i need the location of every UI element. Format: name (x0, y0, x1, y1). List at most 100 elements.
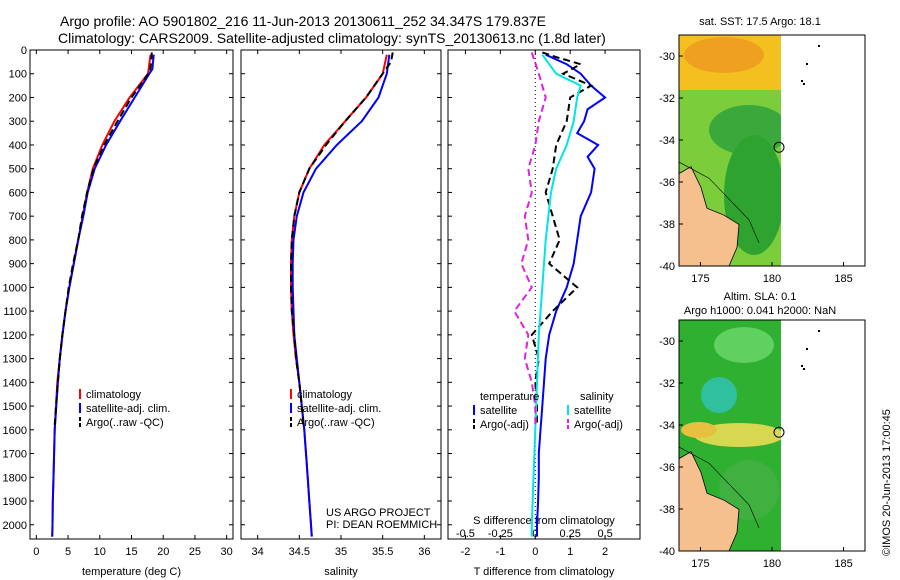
legend-label: Argo(..raw -QC) (86, 417, 164, 429)
map-field (714, 327, 774, 363)
legend-label: Argo(-adj) (480, 419, 529, 431)
x-tick-label: 35.5 (372, 546, 393, 558)
map-island (803, 83, 805, 85)
depth-tick-label: 1100 (3, 306, 27, 318)
series-line-sal_argo (513, 52, 547, 426)
x-tick-label: 5 (65, 546, 71, 558)
map-blank (781, 35, 865, 266)
legend-label: satellite-adj. clim. (297, 403, 381, 415)
map-island (803, 368, 805, 370)
depth-tick-label: 1200 (3, 330, 27, 342)
sla-map-title-2: Argo h1000: 0.041 h2000: NaN (683, 305, 837, 317)
map-x-tick-label: 175 (691, 273, 709, 285)
map-y-tick-label: -38 (659, 504, 675, 516)
x-tick-label: 35 (335, 546, 347, 558)
depth-tick-label: 500 (9, 164, 27, 176)
annotation-text: PI: DEAN ROEMMICH (326, 519, 437, 531)
map-y-tick-label: -30 (659, 336, 675, 348)
depth-tick-label: 200 (9, 92, 27, 104)
map-island (801, 365, 803, 367)
header-line-2: Climatology: CARS2009. Satellite-adjuste… (58, 30, 606, 46)
map-y-tick-label: -32 (659, 378, 675, 390)
legend-label: climatology (297, 389, 353, 401)
depth-tick-label: 1500 (3, 401, 27, 413)
depth-tick-label: 600 (9, 187, 27, 199)
depth-tick-label: 0 (21, 45, 27, 57)
header-line-1: Argo profile: AO 5901802_216 11-Jun-2013… (60, 13, 546, 29)
map-y-tick-label: -40 (659, 261, 675, 273)
map-field (701, 377, 737, 413)
series-line-sal_sat (530, 54, 582, 537)
depth-tick-label: 1300 (3, 354, 27, 366)
legend-title: salinity (580, 391, 614, 403)
x-tick-label: 2 (602, 546, 608, 558)
map-x-tick-label: 175 (691, 558, 709, 570)
x-tick-label: 0 (33, 546, 39, 558)
legend-label: satellite (480, 405, 517, 417)
argo-location-marker (773, 426, 785, 438)
legend-title: temperature (480, 391, 539, 403)
s-tick-label: 0.25 (559, 528, 580, 540)
series-line-argo (290, 52, 394, 426)
x-tick-label: 20 (157, 546, 169, 558)
s-tick-label: 0 (532, 528, 538, 540)
depth-tick-label: 1900 (3, 496, 27, 508)
x-tick-label: 10 (94, 546, 106, 558)
imos-timestamp: ©IMOS 20-Jun-2013 17:00:45 (881, 409, 893, 556)
depth-tick-label: 400 (9, 140, 27, 152)
map-y-tick-label: -30 (659, 51, 675, 63)
map-blank (781, 320, 865, 551)
series-line-sat (291, 54, 391, 537)
depth-tick-label: 300 (9, 116, 27, 128)
x-tick-label: 15 (125, 546, 137, 558)
x-axis-label: salinity (324, 566, 358, 578)
map-island (801, 80, 803, 82)
sst-map-title: sat. SST: 17.5 Argo: 18.1 (699, 16, 821, 28)
plot-frame (29, 49, 234, 540)
depth-tick-label: 1600 (3, 425, 27, 437)
map-field (684, 37, 764, 73)
map-y-tick-label: -36 (659, 462, 675, 474)
legend-label: satellite-adj. clim. (86, 403, 170, 415)
map-y-tick-label: -36 (659, 177, 675, 189)
x-tick-label: 25 (189, 546, 201, 558)
depth-tick-label: 800 (9, 235, 27, 247)
map-y-tick-label: -34 (659, 420, 675, 432)
series-line-sat (536, 53, 607, 537)
map-field (709, 105, 789, 155)
map-island (806, 348, 808, 350)
x-tick-label: 1 (567, 546, 573, 558)
depth-tick-label: 1800 (3, 472, 27, 484)
map-y-tick-label: -38 (659, 219, 675, 231)
x-tick-label: 34 (252, 546, 264, 558)
x-tick-label: 34.5 (289, 546, 310, 558)
series-line-clim (51, 54, 152, 537)
map-island (818, 330, 820, 332)
s-tick-label: -0.5 (456, 528, 475, 540)
map-field (719, 460, 779, 520)
map-x-tick-label: 185 (834, 558, 852, 570)
sla-map-title-1: Altim. SLA: 0.1 (723, 291, 797, 303)
x-tick-label: 36 (418, 546, 430, 558)
series-line-clim (290, 54, 388, 537)
map-field (681, 422, 717, 438)
legend-label: climatology (86, 389, 142, 401)
legend-label: Argo(..raw -QC) (297, 417, 375, 429)
series-line-sat (51, 54, 155, 537)
map-island (818, 45, 820, 47)
map-contour (678, 161, 760, 244)
x-axis-label: temperature (deg C) (82, 566, 181, 578)
plot-frame (240, 49, 442, 540)
depth-tick-label: 1400 (3, 377, 27, 389)
x-tick-label: -1 (495, 546, 505, 558)
annotation-text: US ARGO PROJECT (326, 507, 431, 519)
map-y-tick-label: -34 (659, 135, 675, 147)
depth-tick-label: 900 (9, 259, 27, 271)
map-x-tick-label: 180 (763, 273, 781, 285)
argo-location-marker (773, 141, 785, 153)
s-tick-label: -0.25 (488, 528, 513, 540)
map-x-tick-label: 180 (763, 558, 781, 570)
legend-label: satellite (574, 405, 611, 417)
depth-tick-label: 100 (9, 69, 27, 81)
